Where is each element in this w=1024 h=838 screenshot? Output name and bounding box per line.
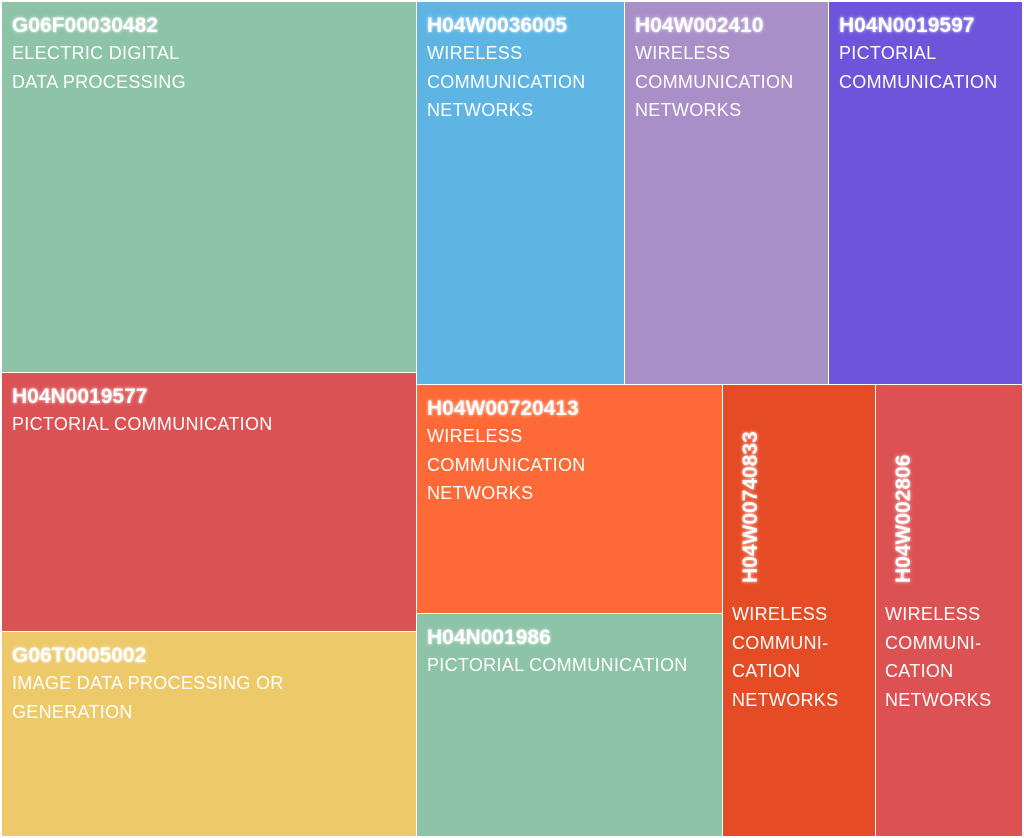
tile-code: G06T0005002 bbox=[12, 644, 147, 667]
tile: H04W00740833 WIRELESS COMMUNI-CATION NETW… bbox=[723, 385, 875, 836]
tile-code: G06F00030482 bbox=[12, 14, 158, 37]
tile-label: IMAGE DATA PROCESSING OR GENERATION bbox=[12, 673, 284, 722]
tile: H04W002410 WIRELESS COMMUNICATION NETWORK… bbox=[625, 2, 828, 384]
tile-label: WIRELESS COMMUNICATION NETWORKS bbox=[427, 426, 586, 503]
tile-label: ELECTRIC DIGITAL DATA PROCESSING bbox=[12, 43, 186, 92]
tile: H04N0019577 PICTORIAL COMMUNICATION bbox=[2, 373, 416, 631]
tile-code: H04W0036005 bbox=[427, 14, 568, 37]
tile-code: H04W002410 bbox=[635, 14, 764, 37]
tile-code: H04N0019597 bbox=[839, 14, 975, 37]
tile-code: H04W00720413 bbox=[427, 397, 579, 420]
tile-label: WIRELESS COMMUNICATION NETWORKS bbox=[635, 43, 794, 120]
tile: H04W00720413 WIRELESS COMMUNICATION NETWO… bbox=[417, 385, 722, 613]
tile: H04W002806 WIRELESS COMMUNI-CATION NETWOR… bbox=[876, 385, 1022, 836]
tile-label: PICTORIAL COMMUNICATION bbox=[12, 414, 273, 434]
tile-label: WIRELESS COMMUNI-CATION NETWORKS bbox=[885, 604, 992, 710]
tile-code: H04N001986 bbox=[427, 626, 551, 649]
tile-label: WIRELESS COMMUNICATION NETWORKS bbox=[427, 43, 586, 120]
tile-code: H04W00740833 bbox=[739, 431, 762, 583]
tile: H04W0036005 WIRELESS COMMUNICATION NETWOR… bbox=[417, 2, 624, 384]
tile-code: H04N0019577 bbox=[12, 385, 148, 408]
tile: G06T0005002 IMAGE DATA PROCESSING OR GENE… bbox=[2, 632, 416, 836]
tile-label: WIRELESS COMMUNI-CATION NETWORKS bbox=[732, 604, 839, 710]
tile: H04N0019597 PICTORIAL COMMUNICATION bbox=[829, 2, 1022, 384]
tile: G06F00030482 ELECTRIC DIGITAL DATA PROCES… bbox=[2, 2, 416, 372]
tile-code: H04W002806 bbox=[892, 454, 915, 583]
tile: H04N001986 PICTORIAL COMMUNICATION bbox=[417, 614, 722, 836]
tile-label: PICTORIAL COMMUNICATION bbox=[839, 43, 998, 92]
tile-label: PICTORIAL COMMUNICATION bbox=[427, 655, 688, 675]
